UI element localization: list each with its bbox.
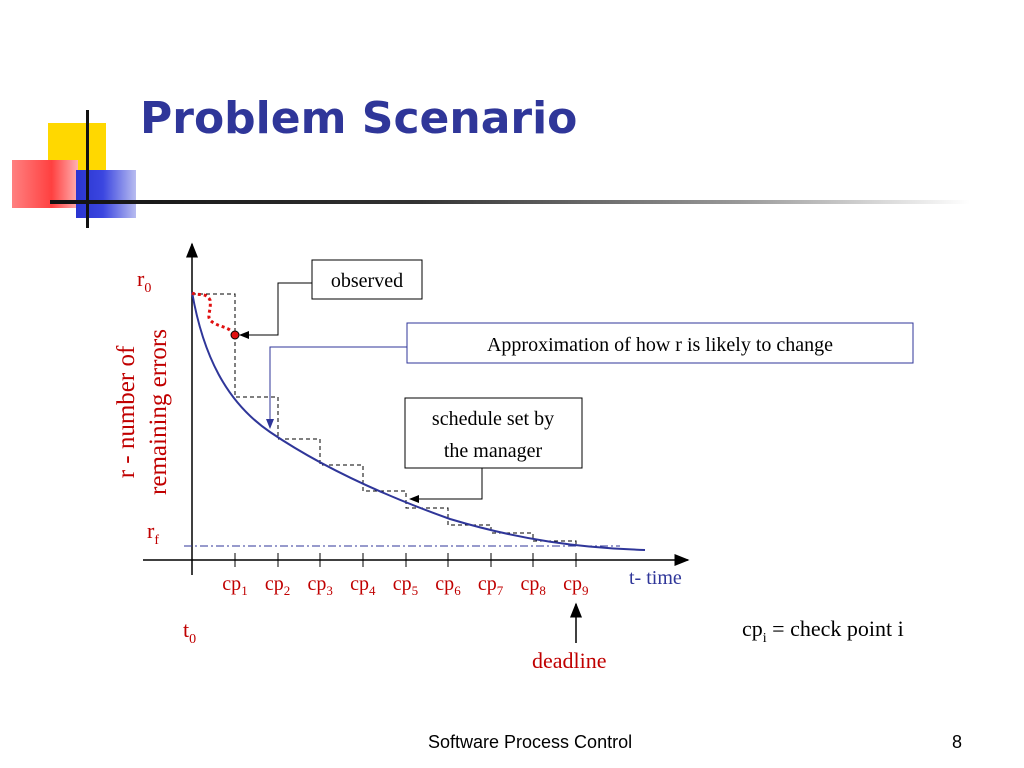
approximation-callout-arrow (266, 346, 407, 429)
observed-callout-box (311, 259, 423, 300)
title-underline (50, 200, 970, 204)
approximation-callout-box (406, 322, 914, 364)
footer-text: Software Process Control (428, 732, 633, 752)
y-axis-title-line1: r - number of (113, 345, 140, 478)
t0-label: t0 (183, 617, 196, 647)
observed-callout-arrow (239, 282, 312, 339)
observed-dotted-line (191, 291, 237, 336)
checkpoint-legend: cpi = check point i (742, 616, 904, 646)
schedule-callout-box (404, 397, 583, 469)
deadline-label: deadline (532, 648, 607, 673)
checkpoint-label-cp8: cp8 (521, 573, 546, 598)
checkpoint-ticks (234, 553, 577, 567)
observed-point (230, 330, 240, 340)
checkpoint-label-cp5: cp5 (393, 573, 418, 598)
observed-callout-text: observed (331, 270, 403, 292)
schedule-callout-line1: schedule set by (432, 408, 554, 430)
page-number: 8 (952, 732, 963, 752)
schedule-callout-line2: the manager (444, 440, 543, 462)
approximation-curve (191, 291, 646, 551)
page-title: Problem Scenario (140, 93, 578, 144)
checkpoint-label-cp2: cp2 (265, 573, 290, 598)
approximation-callout-text: Approximation of how r is likely to chan… (487, 334, 833, 356)
schedule-staircase (192, 293, 577, 546)
checkpoint-label-cp9: cp9 (563, 573, 588, 598)
checkpoint-label-cp1: cp1 (222, 573, 247, 598)
schedule-callout-arrow (409, 468, 483, 503)
checkpoint-labels: cp1 cp2 cp3 cp4 cp5 cp6 cp7 cp8 cp9 (222, 573, 588, 598)
checkpoint-label-cp6: cp6 (435, 573, 461, 598)
decor-vertical-line (86, 110, 89, 228)
checkpoint-label-cp4: cp4 (350, 573, 376, 598)
x-axis-label: t- time (629, 567, 682, 589)
y-axis-title: r - number of remaining errors (113, 329, 172, 495)
r0-label: r0 (137, 266, 151, 296)
checkpoint-label-cp3: cp3 (308, 573, 333, 598)
rf-label: rf (147, 518, 159, 548)
checkpoint-label-cp7: cp7 (478, 573, 504, 598)
y-axis-title-line2: remaining errors (145, 329, 172, 495)
